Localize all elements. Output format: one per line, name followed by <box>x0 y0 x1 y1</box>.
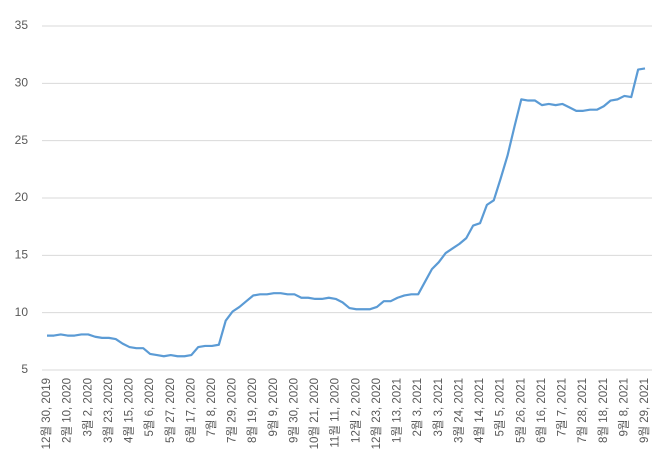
x-tick-label: 5월 26, 2021 <box>514 378 527 443</box>
x-tick-label: 12월 23, 2020 <box>370 378 383 449</box>
data-line <box>47 67 646 358</box>
x-tick-label: 9월 8, 2021 <box>617 378 630 437</box>
y-tick-label: 15 <box>15 248 29 262</box>
x-tick-label: 5월 27, 2020 <box>164 378 177 443</box>
x-tick-label: 6월 17, 2020 <box>184 378 197 443</box>
x-tick-label: 7월 8, 2020 <box>205 378 218 437</box>
x-tick-label: 12월 30, 2019 <box>40 378 53 449</box>
x-tick-label: 7월 28, 2021 <box>576 378 589 443</box>
x-tick-label: 5월 5, 2021 <box>494 378 507 437</box>
x-tick-label: 3월 23, 2020 <box>102 378 115 443</box>
x-tick-label: 6월 16, 2021 <box>535 378 548 443</box>
x-tick-label: 4월 14, 2021 <box>473 378 486 443</box>
x-tick-label: 8월 18, 2021 <box>597 378 610 443</box>
x-tick-label: 9월 29, 2021 <box>638 378 651 443</box>
x-tick-label: 2월 3, 2021 <box>411 378 424 437</box>
y-tick-label: 25 <box>15 133 29 147</box>
y-tick-label: 5 <box>21 362 28 376</box>
x-tick-label: 10월 21, 2020 <box>308 378 321 449</box>
y-tick-label: 30 <box>15 76 29 90</box>
y-tick-label: 10 <box>15 305 29 319</box>
y-tick-label: 35 <box>15 18 29 32</box>
x-tick-label: 7월 7, 2021 <box>556 378 569 437</box>
x-tick-label: 3월 24, 2021 <box>452 378 465 443</box>
x-tick-label: 4월 15, 2020 <box>123 378 136 443</box>
x-tick-label: 7월 29, 2020 <box>226 378 239 443</box>
x-tick-label: 3월 3, 2021 <box>432 378 445 437</box>
x-tick-label: 5월 6, 2020 <box>143 378 156 437</box>
x-tick-label: 3월 2, 2020 <box>81 378 94 437</box>
x-tick-label: 9월 9, 2020 <box>267 378 280 437</box>
y-tick-label: 20 <box>15 190 29 204</box>
x-tick-label: 1월 13, 2021 <box>391 378 404 443</box>
x-tick-label: 9월 30, 2020 <box>287 378 300 443</box>
x-tick-label: 12월 2, 2020 <box>349 378 362 443</box>
x-tick-label: 8월 19, 2020 <box>246 378 259 443</box>
x-tick-label: 2월 10, 2020 <box>61 378 74 443</box>
x-tick-label: 11월 11, 2020 <box>329 378 342 448</box>
